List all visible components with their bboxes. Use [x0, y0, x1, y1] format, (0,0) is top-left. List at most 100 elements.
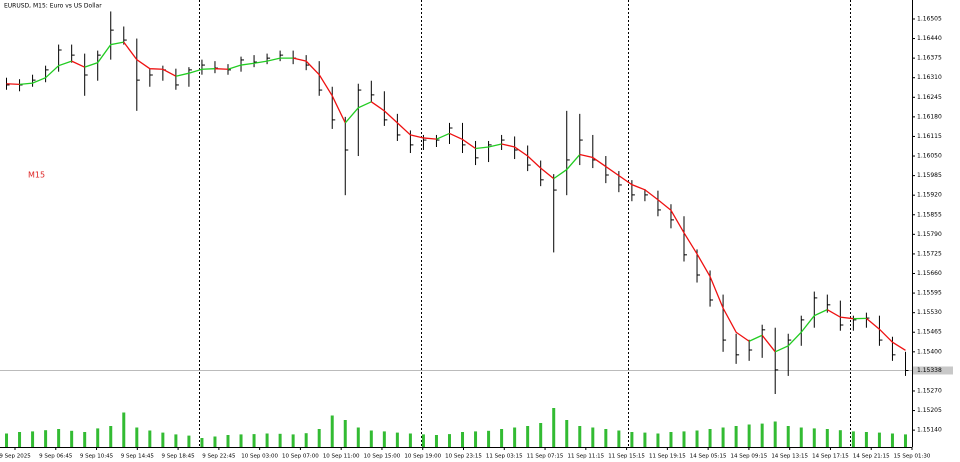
x-tick-label: 11 Sep 19:15: [649, 454, 686, 460]
y-tick-label: 1.16505: [917, 15, 942, 22]
volume-bar: [291, 434, 295, 447]
moving-average: [774, 309, 828, 353]
y-tick-label: 1.15920: [917, 192, 942, 199]
moving-average: [748, 334, 763, 342]
moving-average: [19, 60, 72, 85]
volume-bar: [708, 429, 712, 447]
volume-bar: [825, 429, 829, 447]
volume-bar: [760, 423, 764, 447]
moving-average: [579, 153, 750, 342]
x-tick-label: 14 Sep 17:15: [812, 454, 849, 460]
y-tick-label: 1.16375: [917, 55, 942, 62]
volume-bar: [434, 435, 438, 447]
volume-bar: [343, 420, 347, 447]
volume-bar: [57, 429, 61, 447]
volume-bar: [317, 429, 321, 447]
x-tick-label: 9 Sep 10:45: [80, 454, 114, 460]
moving-average: [826, 309, 854, 320]
x-tick-label: 11 Sep 11:15: [567, 454, 604, 460]
x-tick-label: 9 Sep 18:45: [161, 454, 195, 460]
volume-bar: [174, 434, 178, 447]
moving-average: [227, 57, 294, 70]
volume-bar: [669, 432, 673, 447]
moving-average: [370, 101, 437, 140]
volume-bar: [187, 435, 191, 447]
volume-bar: [630, 432, 634, 447]
volume-bar: [877, 432, 881, 447]
x-tick-label: 9 Sep 06:45: [39, 454, 73, 460]
x-tick-label: 14 Sep 09:15: [731, 454, 768, 460]
volume-bar: [487, 430, 491, 447]
bid-label: 1.15338: [917, 367, 942, 374]
y-tick-label: 1.15855: [917, 211, 942, 218]
x-tick-label: 14 Sep 13:15: [771, 454, 808, 460]
volume-bar: [643, 432, 647, 447]
y-tick-label: 1.16440: [917, 35, 942, 42]
moving-average: [553, 154, 581, 180]
volume-bar: [5, 433, 9, 447]
y-tick-label: 1.15660: [917, 270, 942, 277]
moving-average: [475, 143, 502, 150]
volume-bar: [96, 428, 100, 447]
x-tick-label: 9 Sep 2025: [0, 454, 31, 460]
y-tick-label: 1.15985: [917, 172, 942, 179]
x-tick-label: 10 Sep 07:00: [282, 454, 319, 460]
moving-average: [344, 101, 372, 124]
volume-bar: [239, 434, 243, 447]
y-tick-label: 1.15140: [917, 427, 942, 434]
x-tick-label: 9 Sep 22:45: [202, 454, 236, 460]
volume-bar: [369, 430, 373, 447]
chart-title: EURUSD, M15: Euro vs US Dollar: [4, 3, 102, 10]
moving-average: [214, 68, 229, 70]
volume-bar: [122, 412, 126, 447]
volume-bar: [226, 435, 230, 447]
y-tick-label: 1.15725: [917, 250, 942, 257]
moving-average: [501, 143, 555, 180]
volume-bar: [474, 431, 478, 447]
volume-bar: [565, 420, 569, 447]
volume-bar: [734, 426, 738, 447]
moving-average: [175, 68, 216, 77]
y-tick-label: 1.16245: [917, 94, 942, 101]
x-tick-label: 11 Sep 03:15: [486, 454, 523, 460]
x-tick-label: 15 Sep 01:30: [894, 454, 931, 460]
volume-bar: [773, 421, 777, 447]
volume-bar: [148, 430, 152, 447]
moving-average: [292, 57, 346, 124]
volume-bar: [786, 426, 790, 447]
volume-bar: [356, 427, 360, 447]
volume-bar: [278, 433, 282, 447]
y-tick-label: 1.15400: [917, 348, 942, 355]
volume-bar: [513, 427, 517, 447]
volume-bar: [461, 432, 465, 447]
volume-bar: [695, 430, 699, 447]
y-tick-label: 1.15205: [917, 407, 942, 414]
volume-bar: [682, 431, 686, 447]
x-tick-label: 10 Sep 15:00: [364, 454, 401, 460]
volume-bar: [578, 426, 582, 447]
volume-bar: [721, 427, 725, 447]
volume-bar: [864, 432, 868, 447]
volume-bar: [83, 432, 87, 447]
volume-bar: [539, 423, 543, 447]
volume-bar: [617, 430, 621, 447]
x-tick-label: 11 Sep 07:15: [527, 454, 564, 460]
volume-bar: [799, 427, 803, 447]
y-tick-label: 1.15270: [917, 387, 942, 394]
volume-bar: [851, 431, 855, 447]
volume-bar: [70, 430, 74, 447]
moving-average: [865, 317, 906, 351]
moving-average: [71, 60, 85, 68]
volume-bar: [31, 431, 35, 447]
x-tick-label: 10 Sep 11:00: [323, 454, 360, 460]
volume-bar: [747, 424, 751, 447]
x-tick-label: 10 Sep 03:00: [241, 454, 278, 460]
moving-average: [84, 41, 124, 68]
volume-bar: [382, 431, 386, 447]
volume-bar: [44, 430, 48, 447]
y-tick-label: 1.15790: [917, 231, 942, 238]
y-tick-label: 1.15465: [917, 329, 942, 336]
volume-bar: [304, 433, 308, 447]
day-separators: [199, 0, 851, 447]
volume-bar: [252, 434, 256, 447]
